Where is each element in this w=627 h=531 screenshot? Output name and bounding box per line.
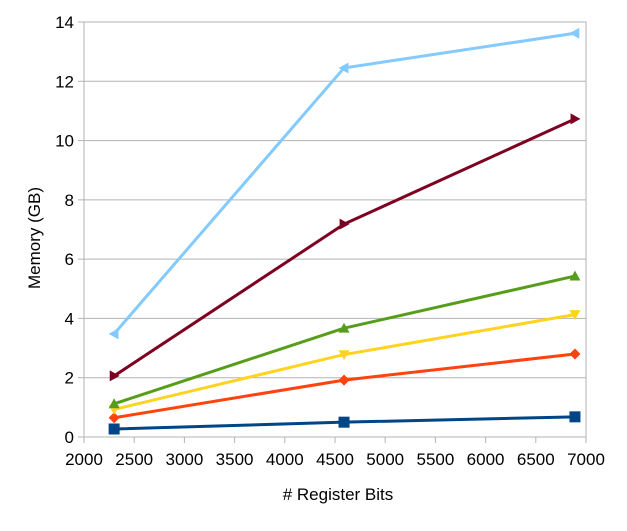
x-tick-label: 4000 xyxy=(266,450,304,469)
y-tick-label: 10 xyxy=(55,132,74,151)
x-tick-label: 6000 xyxy=(467,450,505,469)
data-point-diamond xyxy=(108,412,120,424)
y-tick-label: 12 xyxy=(55,72,74,91)
y-axis-tick-labels: 0 2 4 6 8 10 12 14 xyxy=(55,13,74,447)
y-axis-label: Memory (GB) xyxy=(25,187,44,289)
series-6 xyxy=(108,27,580,340)
series-line xyxy=(112,352,577,420)
series-2 xyxy=(108,348,581,424)
y-tick-label: 8 xyxy=(65,191,74,210)
series-5 xyxy=(109,113,581,382)
data-point-triangle-up xyxy=(569,270,581,281)
x-tick-label: 5000 xyxy=(366,450,404,469)
data-point-triangle-left xyxy=(569,27,580,39)
data-point-triangle-down xyxy=(338,350,350,361)
data-point-triangle-right xyxy=(339,218,350,230)
data-point-triangle-up xyxy=(108,398,120,409)
y-tick-label: 0 xyxy=(65,428,74,447)
data-point-triangle-right xyxy=(109,370,120,382)
data-point-square xyxy=(338,416,350,428)
y-tick-label: 2 xyxy=(65,369,74,388)
y-tick-label: 4 xyxy=(65,309,74,328)
data-point-triangle-right xyxy=(570,113,581,125)
data-point-triangle-left xyxy=(108,328,119,340)
series-1 xyxy=(108,411,581,435)
data-point-square xyxy=(569,411,581,423)
x-tick-label: 7000 xyxy=(567,450,605,469)
series-line xyxy=(112,117,577,378)
x-tick-label: 3000 xyxy=(165,450,203,469)
x-tick-label: 2500 xyxy=(115,450,153,469)
series-4 xyxy=(108,270,581,409)
plot-area-frame xyxy=(83,21,587,438)
x-tick-label: 3500 xyxy=(216,450,254,469)
data-point-triangle-down xyxy=(569,310,581,321)
x-axis-label: # Register Bits xyxy=(283,485,394,504)
data-point-triangle-up xyxy=(338,322,350,333)
series-line xyxy=(112,31,577,336)
data-point-diamond xyxy=(338,374,350,386)
x-tick-label: 4500 xyxy=(316,450,354,469)
data-point-square xyxy=(108,423,120,435)
x-tick-label: 6500 xyxy=(517,450,555,469)
x-tick-label: 5500 xyxy=(416,450,454,469)
data-series xyxy=(108,27,581,435)
data-point-triangle-left xyxy=(338,62,349,74)
x-axis-tick-labels: 2000 2500 3000 3500 4000 4500 5000 5500 6000 6500… xyxy=(65,450,605,469)
y-tick-label: 6 xyxy=(65,250,74,269)
x-tick-label: 2000 xyxy=(65,450,103,469)
data-point-diamond xyxy=(569,348,581,360)
y-tick-label: 14 xyxy=(55,13,74,32)
